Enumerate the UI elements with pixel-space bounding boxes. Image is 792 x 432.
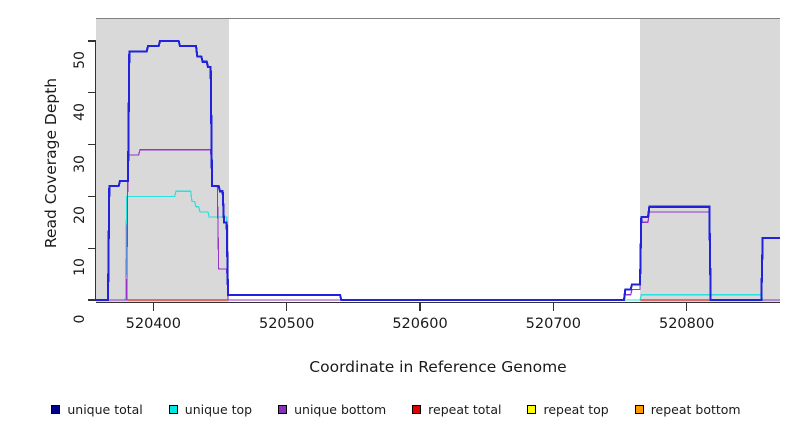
legend-label: repeat bottom xyxy=(650,401,741,417)
x-tick-label-520600: 520600 xyxy=(392,316,448,332)
legend-label: unique top xyxy=(184,401,253,417)
legend-swatch-icon-repeat-total xyxy=(412,404,422,414)
y-axis xyxy=(88,18,96,302)
plot-top-border xyxy=(96,18,780,19)
x-tick-520400 xyxy=(152,302,154,311)
legend-swatch-icon-repeat-bottom xyxy=(634,404,644,414)
x-axis-line xyxy=(96,302,780,304)
legend-item-repeat-top: repeat top xyxy=(527,401,609,417)
x-tick-520600 xyxy=(419,302,421,311)
y-tick-50 xyxy=(88,40,96,42)
series-line-unique-total xyxy=(96,39,780,302)
y-tick-10 xyxy=(88,247,96,249)
series-line-unique-bottom xyxy=(96,149,780,301)
y-tick-30 xyxy=(88,144,96,146)
legend-swatch-icon-repeat-top xyxy=(527,404,537,414)
legend-item-repeat-total: repeat total xyxy=(412,402,501,417)
x-tick-520500 xyxy=(286,302,288,311)
series-line-unique-top xyxy=(96,190,780,301)
x-tick-520700 xyxy=(552,302,554,311)
y-tick-40 xyxy=(88,92,96,94)
legend-swatch-icon-unique-bottom xyxy=(278,404,288,414)
legend-item-unique-total: unique total xyxy=(51,401,143,417)
y-tick-label-50: 50 xyxy=(72,51,88,69)
legend-label: repeat top xyxy=(543,401,609,417)
x-tick-label-520500: 520500 xyxy=(258,316,315,332)
legend-swatch-icon-unique-top xyxy=(168,404,178,414)
y-axis-title: Read Coverage Depth xyxy=(42,77,60,249)
legend-label: unique total xyxy=(67,401,143,417)
legend-swatch-icon-unique-total xyxy=(51,404,61,414)
series-canvas xyxy=(96,39,780,302)
x-axis-title: Coordinate in Reference Genome xyxy=(309,358,567,376)
y-tick-label-40: 40 xyxy=(72,102,88,121)
x-tick-label-520400: 520400 xyxy=(125,316,182,332)
x-tick-label-520800: 520800 xyxy=(658,316,715,332)
legend-item-repeat-bottom: repeat bottom xyxy=(634,401,741,417)
y-axis-line xyxy=(94,41,96,300)
y-tick-label-20: 20 xyxy=(72,206,88,225)
x-tick-label-520700: 520700 xyxy=(525,316,582,332)
legend-label: unique bottom xyxy=(294,401,387,417)
legend: unique total unique top unique bottom repea… xyxy=(0,398,792,420)
legend-label: repeat total xyxy=(428,401,502,417)
plot-area xyxy=(96,18,780,302)
y-tick-label-30: 30 xyxy=(72,154,88,173)
x-tick-520800 xyxy=(686,302,688,311)
legend-item-unique-bottom: unique bottom xyxy=(278,402,386,417)
y-tick-label-10: 10 xyxy=(72,258,88,277)
legend-item-unique-top: unique top xyxy=(168,401,253,417)
y-tick-label-0: 0 xyxy=(72,314,88,324)
y-tick-20 xyxy=(88,195,96,197)
y-tick-0 xyxy=(88,299,96,301)
x-axis: 520400 520500 520600 520700 520800 xyxy=(96,302,780,332)
